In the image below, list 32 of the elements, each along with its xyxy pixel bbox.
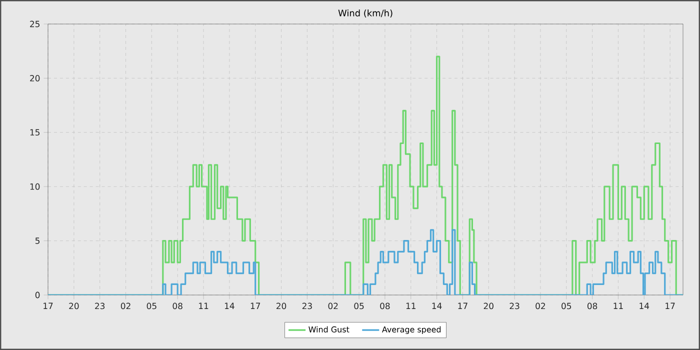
x-tick-label: 17 <box>458 302 468 309</box>
x-tick-label: 14 <box>640 302 650 309</box>
x-tick-label: 02 <box>536 302 546 310</box>
x-tick-label: 17 <box>666 302 675 309</box>
y-tick-label: 10 <box>30 183 40 190</box>
y-tick-label: 0 <box>35 292 40 298</box>
x-tick-label: 02 <box>328 302 338 310</box>
x-tick-label: 11 <box>614 302 623 309</box>
y-tick-label: 5 <box>36 238 40 244</box>
x-tick-label: 20 <box>484 302 494 310</box>
x-tick-label: 20 <box>69 302 79 310</box>
x-tick-label: 17 <box>250 302 260 309</box>
y-tick-label: 20 <box>30 75 40 82</box>
x-tick-label: 23 <box>302 302 312 310</box>
x-tick-label: 08 <box>172 302 182 310</box>
x-tick-label: 08 <box>587 302 598 310</box>
x-tick-label: 08 <box>380 302 390 310</box>
x-tick-label: 05 <box>562 302 572 310</box>
x-tick-label: 11 <box>406 302 416 309</box>
y-tick-label: 15 <box>30 129 40 136</box>
x-tick-label: 17 <box>44 302 53 309</box>
chart-title: Wind (km/h) <box>338 9 392 18</box>
x-tick-label: 14 <box>224 302 234 309</box>
x-tick-label: 05 <box>354 302 364 310</box>
x-tick-label: 05 <box>146 302 156 310</box>
x-tick-label: 23 <box>510 302 520 310</box>
x-tick-label: 20 <box>276 302 286 310</box>
x-tick-label: 23 <box>95 302 105 310</box>
y-tick-label: 25 <box>30 20 40 28</box>
x-tick-label: 02 <box>120 302 130 310</box>
x-tick-label: 14 <box>432 302 442 309</box>
x-tick-label: 11 <box>199 302 208 309</box>
